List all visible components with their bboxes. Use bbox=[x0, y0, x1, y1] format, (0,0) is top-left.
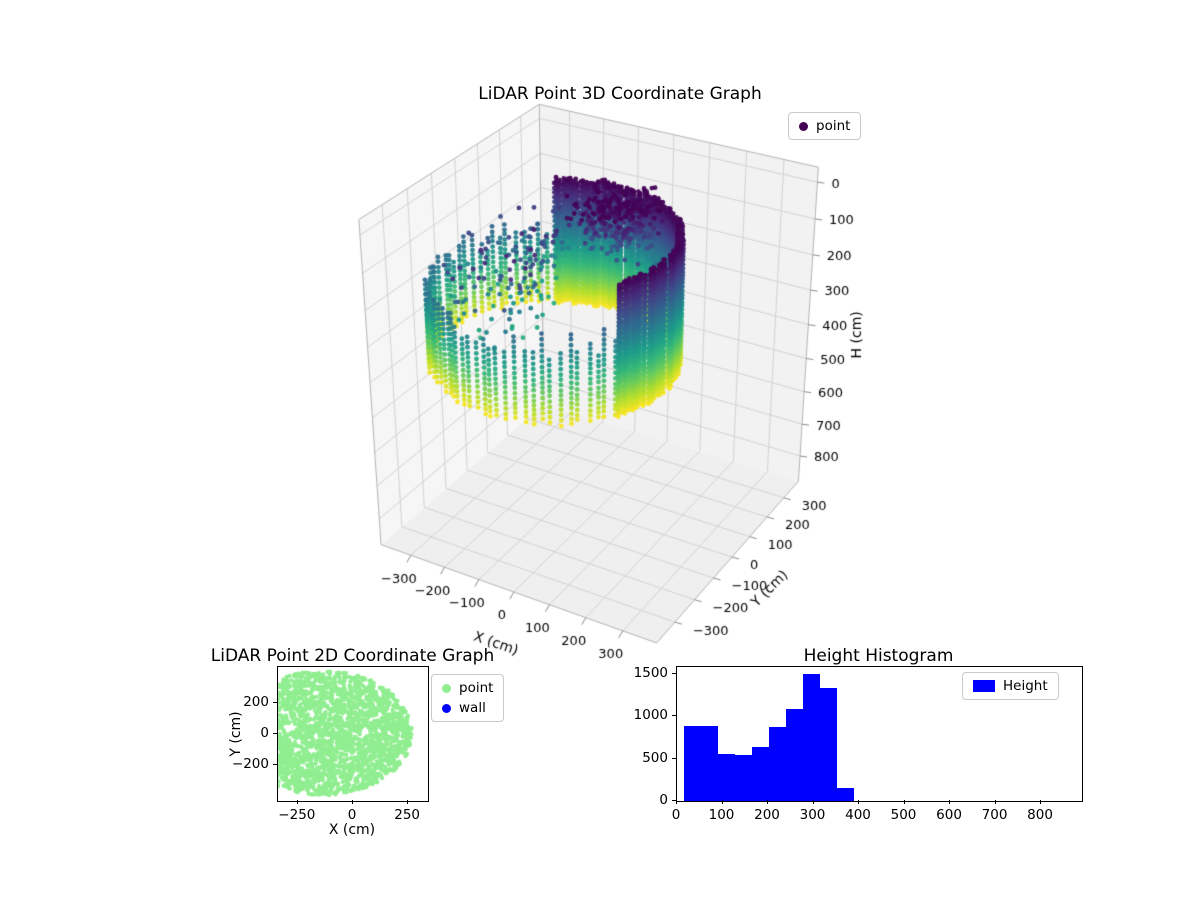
hist-xtick-label: 0 bbox=[671, 807, 681, 823]
plot2d-xtick-mark bbox=[296, 800, 298, 804]
hist-xtick-label: 800 bbox=[1027, 807, 1053, 823]
hist-bar bbox=[700, 725, 718, 801]
plot3d-legend-label: point bbox=[816, 118, 851, 134]
hist-xtick-mark bbox=[858, 800, 860, 804]
plot2d-xlabel: X (cm) bbox=[328, 822, 376, 838]
plot2d-legend-entry-point: point bbox=[442, 680, 493, 696]
plot2d-xtick-label: 250 bbox=[394, 807, 421, 823]
hist-xtick-label: 100 bbox=[708, 807, 735, 823]
hist-ytick-mark bbox=[672, 800, 676, 801]
hist-xtick-mark bbox=[812, 800, 814, 804]
point-marker-icon bbox=[442, 683, 451, 693]
hist-bar bbox=[717, 753, 736, 801]
hist-legend: Height bbox=[962, 672, 1059, 700]
hist-xtick-mark bbox=[721, 800, 723, 804]
hist-axes bbox=[676, 666, 1083, 802]
hist-ytick-label: 1000 bbox=[633, 707, 668, 724]
hist-ytick-label: 1500 bbox=[633, 664, 668, 681]
point-marker-icon bbox=[799, 121, 808, 131]
hist-bars bbox=[677, 667, 1082, 801]
wall-marker-icon bbox=[442, 703, 451, 713]
plot2d-canvas bbox=[277, 666, 427, 800]
hist-xtick-mark bbox=[676, 800, 677, 804]
plot2d-title: LiDAR Point 2D Coordinate Graph bbox=[210, 646, 495, 666]
plot2d-ytick-mark bbox=[273, 764, 277, 766]
plot2d-legend-label-point: point bbox=[459, 680, 494, 696]
plot2d-xtick-label: −250 bbox=[278, 807, 316, 823]
hist-ytick-mark bbox=[672, 757, 676, 759]
plot3d-title: LiDAR Point 3D Coordinate Graph bbox=[478, 84, 762, 104]
hist-xtick-label: 300 bbox=[799, 807, 826, 823]
hist-bar bbox=[803, 673, 821, 801]
plot2d-ytick-label: 0 bbox=[260, 725, 269, 741]
plot3d-canvas bbox=[325, 95, 910, 680]
hist-legend-label: Height bbox=[1003, 678, 1048, 694]
plot2d-ytick-label: −200 bbox=[231, 756, 269, 773]
plot2d-ytick-mark bbox=[273, 733, 277, 734]
hist-xtick-label: 500 bbox=[890, 807, 917, 823]
hist-xtick-mark bbox=[767, 800, 768, 804]
plot2d-ytick-mark bbox=[273, 701, 277, 703]
hist-xtick-label: 600 bbox=[936, 807, 962, 823]
hist-legend-entry-height: Height bbox=[973, 678, 1048, 694]
hist-bar bbox=[786, 709, 804, 801]
hist-xtick-mark bbox=[949, 800, 951, 804]
plot2d-xtick-label: 0 bbox=[347, 807, 357, 823]
hist-xtick-mark bbox=[1040, 800, 1042, 804]
plot2d-axes bbox=[277, 666, 429, 802]
hist-ytick-label: 0 bbox=[659, 792, 668, 808]
hist-xtick-label: 400 bbox=[845, 807, 871, 823]
plot2d-xtick-mark bbox=[352, 800, 353, 804]
hist-bar bbox=[683, 725, 701, 801]
hist-bar bbox=[752, 746, 770, 801]
plot2d-legend-label-wall: wall bbox=[459, 700, 486, 716]
hist-xtick-label: 700 bbox=[981, 807, 1008, 823]
hist-bar bbox=[769, 727, 787, 801]
hist-xtick-mark bbox=[903, 800, 905, 804]
hist-bar bbox=[735, 754, 753, 801]
hist-bar bbox=[837, 788, 855, 801]
hist-ytick-mark bbox=[672, 672, 676, 674]
hist-xtick-mark bbox=[994, 800, 996, 804]
hist-title: Height Histogram bbox=[803, 646, 954, 666]
plot2d-ytick-label: 200 bbox=[243, 693, 269, 710]
plot2d-legend-entry-wall: wall bbox=[442, 700, 493, 716]
height-patch-icon bbox=[973, 680, 995, 692]
plot2d-xtick-mark bbox=[407, 800, 409, 804]
hist-ytick-mark bbox=[672, 715, 676, 717]
hist-xtick-label: 200 bbox=[754, 807, 780, 823]
hist-bar bbox=[820, 688, 838, 801]
hist-ytick-label: 500 bbox=[642, 749, 668, 766]
plot3d-legend: point bbox=[788, 112, 862, 140]
plot3d-legend-entry-point: point bbox=[799, 118, 850, 134]
plot2d-legend: point wall bbox=[431, 674, 505, 722]
